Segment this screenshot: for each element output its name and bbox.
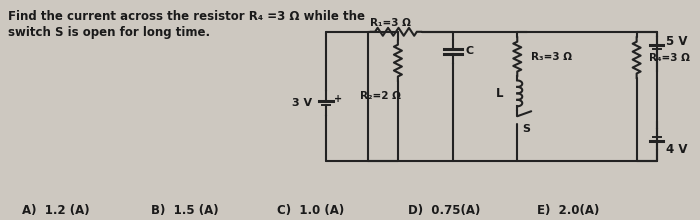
Text: 5 V: 5 V — [666, 35, 688, 48]
Text: L: L — [496, 87, 503, 100]
Text: +: + — [334, 94, 342, 104]
Text: switch S is open for long time.: switch S is open for long time. — [8, 26, 210, 39]
Text: C)  1.0 (A): C) 1.0 (A) — [276, 204, 344, 217]
Text: R₂=2 Ω: R₂=2 Ω — [360, 91, 400, 101]
Text: A)  1.2 (A): A) 1.2 (A) — [22, 204, 90, 217]
Text: E)  2.0(A): E) 2.0(A) — [537, 204, 599, 217]
Text: R₄=3 Ω: R₄=3 Ω — [649, 53, 689, 63]
Text: R₃=3 Ω: R₃=3 Ω — [531, 52, 572, 62]
Text: R₁=3 Ω: R₁=3 Ω — [370, 18, 412, 28]
Text: S: S — [522, 124, 530, 134]
Text: D)  0.75(A): D) 0.75(A) — [408, 204, 480, 217]
Text: C: C — [466, 46, 474, 56]
Text: 3 V: 3 V — [292, 98, 312, 108]
Text: B)  1.5 (A): B) 1.5 (A) — [151, 204, 219, 217]
Text: 4 V: 4 V — [666, 143, 688, 156]
Text: Find the current across the resistor R₄ =3 Ω while the: Find the current across the resistor R₄ … — [8, 10, 365, 23]
